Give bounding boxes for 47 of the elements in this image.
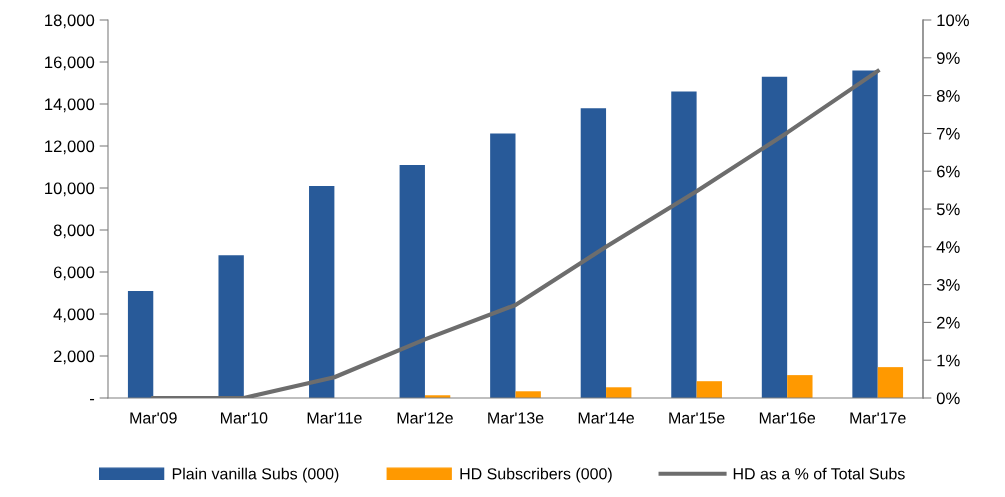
x-tick-label: Mar'17e xyxy=(850,412,906,424)
y-tick-label: 12,000 xyxy=(45,140,95,155)
bar xyxy=(218,255,244,398)
legend-label: HD Subscribers (000) xyxy=(460,467,612,483)
y2-tick-label: 8% xyxy=(936,90,960,102)
x-tick-label: Mar'11e xyxy=(307,412,362,424)
y-tick-label: 18,000 xyxy=(45,14,95,29)
x-tick-label: Mar'15e xyxy=(669,412,725,424)
y-tick-label: 6,000 xyxy=(53,266,95,281)
bar xyxy=(696,381,722,398)
y2-tick-label: 9% xyxy=(936,52,960,64)
bar xyxy=(671,91,697,398)
x-tick-label: Mar'16e xyxy=(759,412,816,424)
x-tick-label: Mar'14e xyxy=(578,412,634,424)
y-tick-label: 14,000 xyxy=(45,98,95,113)
x-tick-label: Mar'12e xyxy=(397,412,453,424)
y2-tick-label: 7% xyxy=(937,127,960,140)
bar xyxy=(877,367,904,398)
y2-tick-label: 0% xyxy=(936,392,960,405)
x-tick-label: Mar'10 xyxy=(220,412,268,424)
y-tick-label: - xyxy=(90,398,95,401)
bar xyxy=(490,133,516,398)
y2-tick-label: 1% xyxy=(937,354,960,367)
y-tick-label: 4,000 xyxy=(53,308,95,323)
bar xyxy=(309,185,335,398)
y-tick-label: 10,000 xyxy=(45,182,95,197)
y2-tick-label: 10% xyxy=(937,14,969,27)
bar xyxy=(127,290,154,398)
bar xyxy=(399,164,425,398)
bar xyxy=(580,108,607,398)
x-tick-label: Mar'09 xyxy=(130,412,177,424)
x-tick-label: Mar'13e xyxy=(488,412,544,424)
y-tick-label: 16,000 xyxy=(45,56,95,71)
bar xyxy=(761,76,788,398)
y-tick-label: 2,000 xyxy=(53,350,95,365)
y2-tick-label: 2% xyxy=(937,316,960,329)
legend-label: Plain vanilla Subs (000) xyxy=(172,467,339,483)
y2-tick-label: 5% xyxy=(936,203,960,216)
y2-tick-label: 3% xyxy=(936,279,960,291)
bar xyxy=(787,375,813,398)
line-series xyxy=(151,68,880,398)
y-tick-label: 8,000 xyxy=(53,224,95,239)
bar xyxy=(606,387,632,398)
y2-tick-label: 4% xyxy=(936,241,960,253)
bar xyxy=(852,70,878,398)
y2-tick-label: 6% xyxy=(937,165,960,178)
legend-label: HD as a % of Total Subs xyxy=(733,467,905,480)
